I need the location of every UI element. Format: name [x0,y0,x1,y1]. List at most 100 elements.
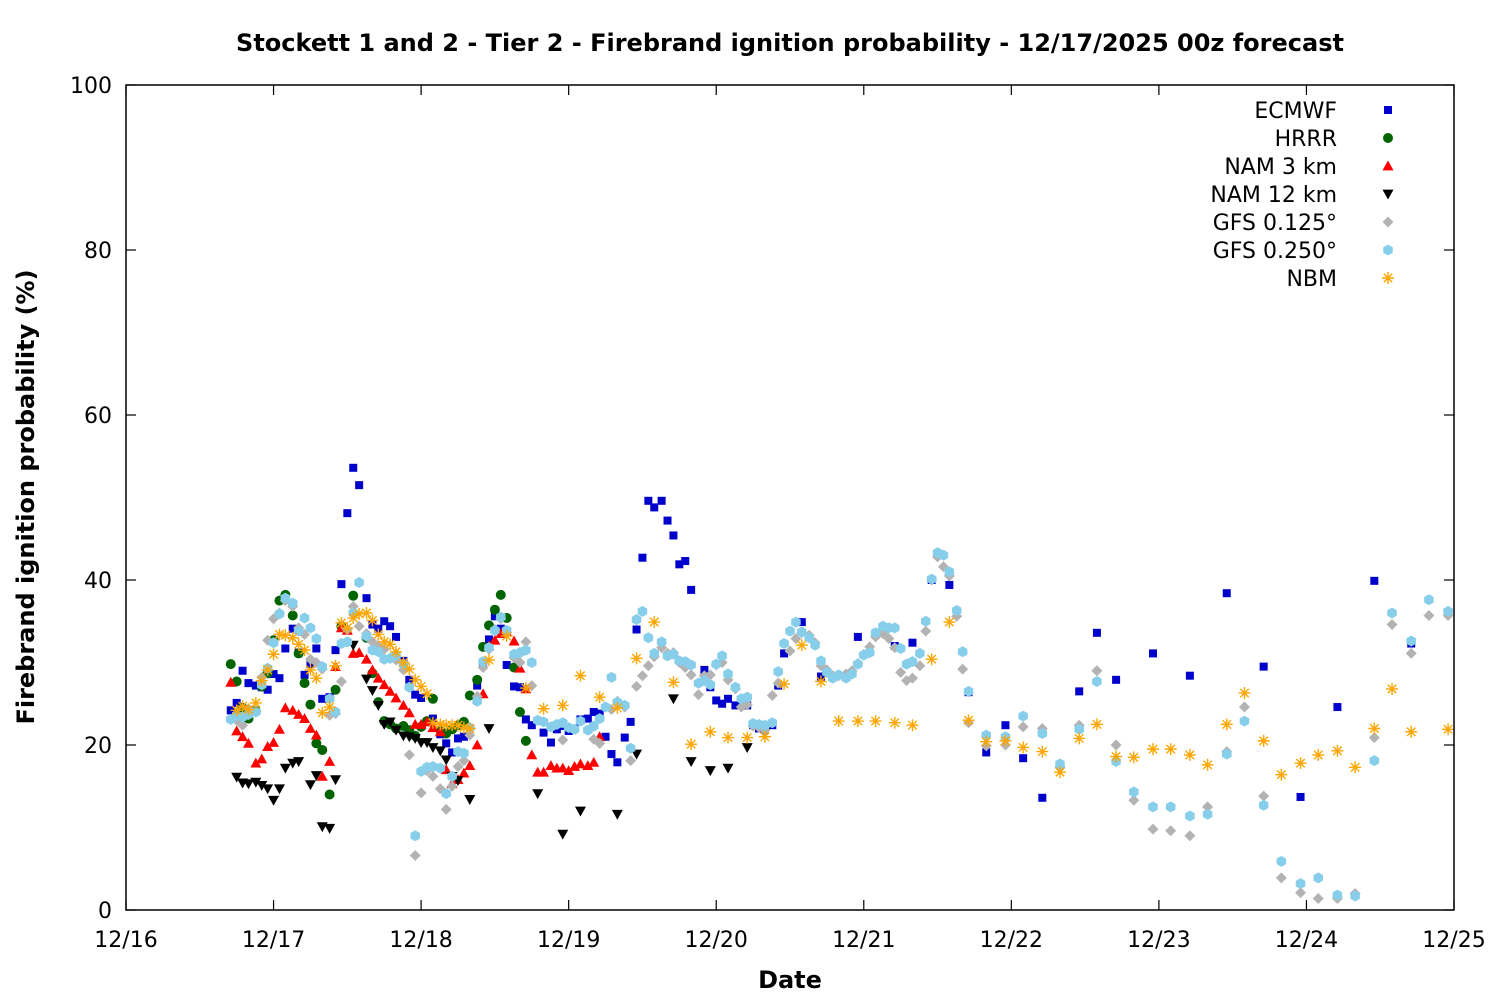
data-point [1075,687,1084,696]
data-point [766,690,778,701]
legend-marker [1382,216,1394,228]
data-point [373,646,384,658]
data-point [483,724,495,734]
data-point [810,639,820,651]
data-point [951,605,962,617]
data-point [262,741,274,752]
data-point [1386,682,1399,695]
data-point [538,766,550,777]
data-point [317,744,328,755]
data-point [329,659,342,672]
data-point [256,753,268,764]
data-point [403,707,415,718]
data-point [317,661,328,673]
data-point [1185,810,1195,822]
data-point [742,691,752,703]
data-point [804,632,814,644]
data-point [273,628,286,641]
data-point [686,659,696,671]
data-point [237,719,249,731]
data-point [464,690,475,701]
data-point [758,730,771,743]
data-point [261,663,274,676]
data-point [656,636,667,648]
data-point [723,668,733,680]
data-point [1019,754,1028,763]
data-point [280,592,291,604]
data-point [457,721,470,734]
data-point [1349,761,1362,774]
data-point [279,702,291,713]
data-point [519,682,532,695]
data-point [298,644,311,657]
data-point [1368,732,1380,744]
data-point [1112,675,1121,684]
data-point [722,731,735,744]
data-point [574,806,586,817]
data-point [864,647,875,659]
data-point [1276,855,1287,867]
data-point [833,669,844,681]
data-point [685,757,697,767]
data-point [588,720,599,732]
data-point [269,670,278,679]
data-point [441,788,451,800]
data-point [440,755,452,766]
data-point [415,787,427,799]
data-point [404,681,415,693]
data-point [1036,745,1049,758]
data-point [731,701,740,710]
data-point [502,660,511,669]
data-point [318,694,327,703]
data-point [925,653,938,666]
data-point [288,624,297,633]
data-point [1368,722,1381,735]
data-point [883,633,895,645]
data-point [1165,801,1176,813]
data-point [514,657,526,668]
data-point [472,674,483,685]
data-point [1405,647,1417,659]
data-point [1001,721,1010,730]
data-point [1127,751,1140,764]
data-point [355,481,364,490]
data-point [1202,808,1213,820]
data-point [537,702,550,715]
data-point [730,681,741,693]
data-point [463,722,476,735]
data-point [293,708,305,719]
legend-label: GFS 0.125° [1213,211,1337,236]
data-point [275,674,284,683]
data-point [490,612,499,621]
data-point [784,645,796,657]
data-point [574,669,587,682]
data-point [343,509,352,518]
data-point [452,719,464,732]
data-point [669,531,678,540]
data-point [687,585,696,594]
data-point [489,634,501,645]
data-point [311,738,322,749]
data-point [427,770,439,782]
data-point [611,809,623,820]
data-point [496,611,506,623]
data-point [514,707,525,717]
data-point [527,721,536,730]
data-point [999,734,1012,747]
data-point [1387,607,1397,619]
data-point [611,701,624,714]
data-point [1017,721,1029,733]
data-point [372,672,384,683]
data-point [310,771,322,782]
data-point [1405,725,1418,738]
data-point [489,604,500,615]
data-point [650,503,659,512]
data-point [630,652,643,665]
data-point [255,674,268,687]
data-point [495,589,506,600]
data-point [447,770,457,782]
data-point [268,737,280,747]
data-point [464,729,476,741]
data-point [527,657,537,668]
